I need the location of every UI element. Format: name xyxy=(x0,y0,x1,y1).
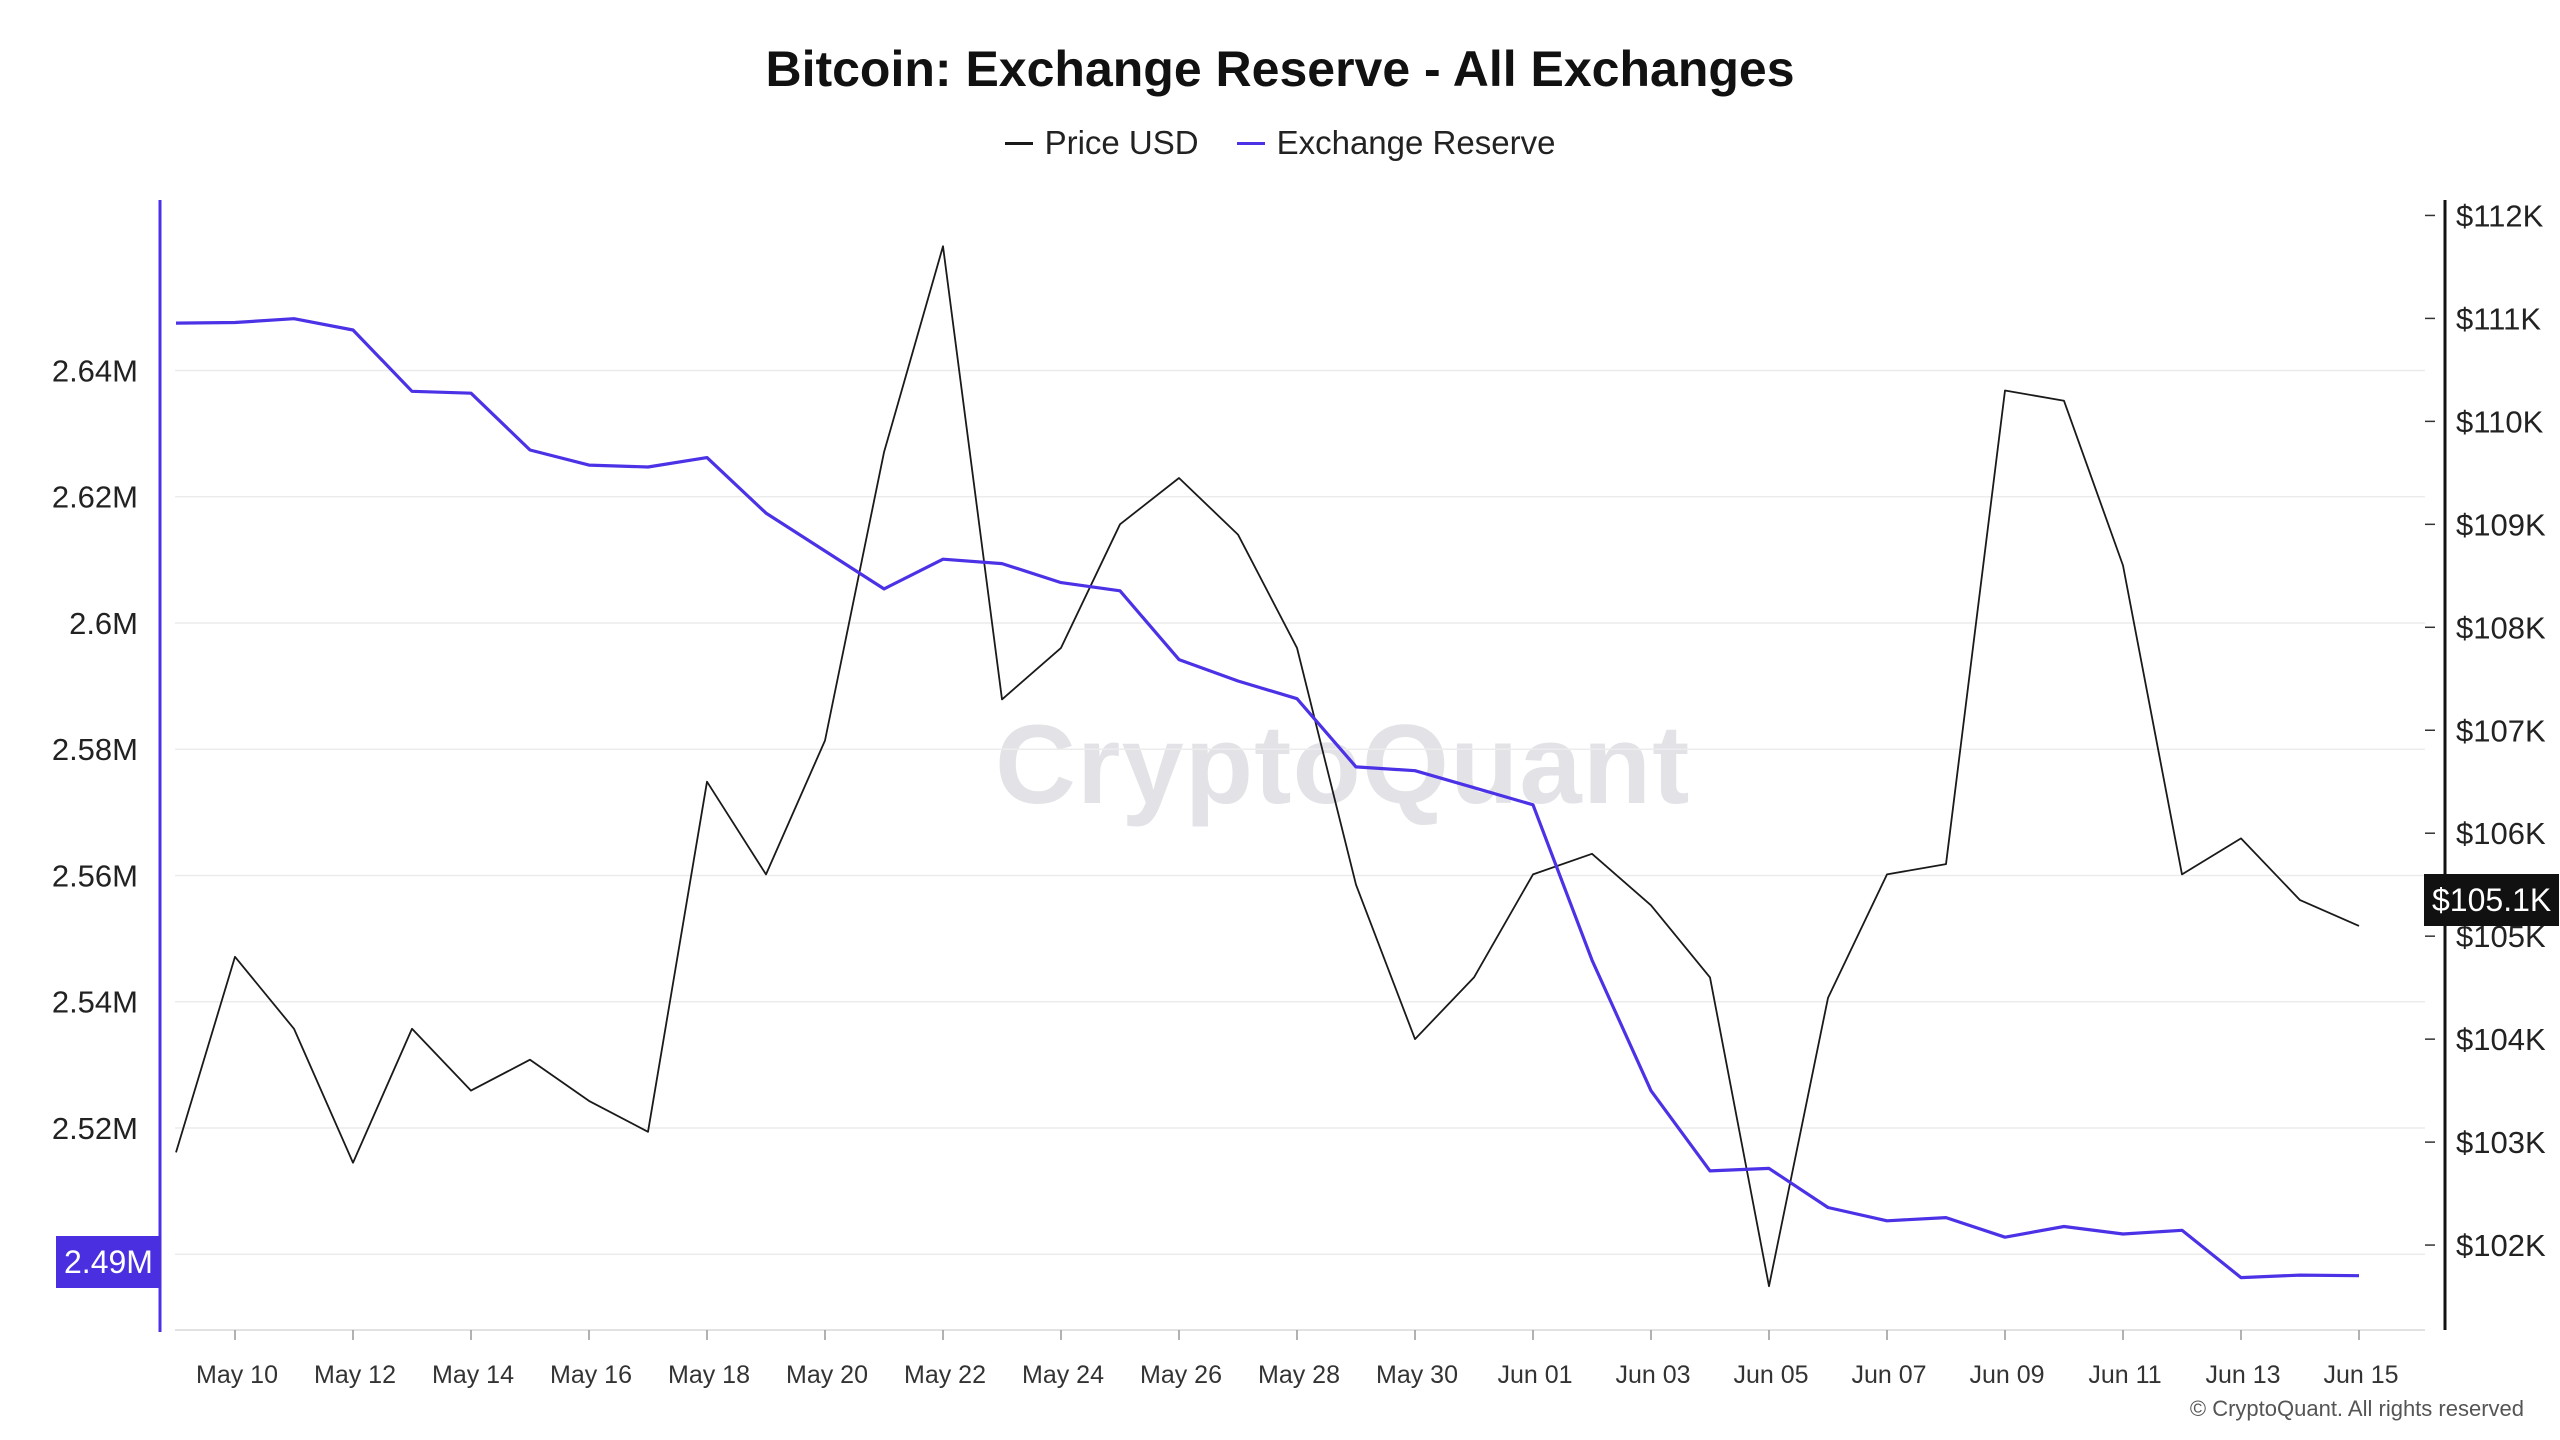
y-left-tick-label: 2.58M xyxy=(52,732,138,767)
x-tick-label: May 12 xyxy=(314,1361,396,1389)
x-tick-label: Jun 05 xyxy=(1733,1361,1808,1389)
legend-swatch-reserve xyxy=(1236,141,1265,145)
legend-item-reserve[interactable]: Exchange Reserve xyxy=(1236,124,1556,162)
copyright-notice: © CryptoQuant. All rights reserved xyxy=(2189,1396,2524,1421)
y-left-tick-label: 2.56M xyxy=(52,858,138,893)
chart-title: Bitcoin: Exchange Reserve - All Exchange… xyxy=(765,41,1795,97)
legend-swatch-price xyxy=(1004,141,1033,145)
x-tick-label: Jun 03 xyxy=(1615,1361,1690,1389)
x-tick-label: May 14 xyxy=(432,1361,514,1389)
y-right-tick-label: $103K xyxy=(2456,1125,2546,1160)
y-right-tick-label: $110K xyxy=(2456,404,2544,439)
x-tick-label: May 26 xyxy=(1140,1361,1222,1389)
y-right-tick-label: $104K xyxy=(2456,1022,2546,1057)
x-tick-label: Jun 15 xyxy=(2323,1361,2398,1389)
y-right-tick-label: $107K xyxy=(2456,713,2546,748)
exchange-reserve-line xyxy=(175,317,2360,1280)
y-left-tick-label: 2.6M xyxy=(69,606,138,641)
x-tick-label: May 18 xyxy=(668,1361,750,1389)
y-left-tick-label: 2.64M xyxy=(52,353,138,388)
y-right-tick-label: $106K xyxy=(2456,816,2546,851)
x-tick-label: Jun 01 xyxy=(1497,1361,1572,1389)
y-left-tick-label: 2.54M xyxy=(52,985,138,1020)
x-tick-label: May 20 xyxy=(786,1361,868,1389)
y-left-tick-label: 2.62M xyxy=(52,480,138,515)
x-tick-label: Jun 11 xyxy=(2088,1361,2161,1389)
x-tick-label: May 28 xyxy=(1258,1361,1340,1389)
last-value-badge-right: $105.1K xyxy=(2424,874,2560,926)
legend-item-price[interactable]: Price USD xyxy=(1004,124,1199,162)
last-value-badge-left: 2.49M xyxy=(56,1236,161,1288)
legend-label-reserve: Exchange Reserve xyxy=(1276,124,1556,161)
x-tick-label: May 10 xyxy=(196,1361,278,1389)
x-tick-label: May 22 xyxy=(904,1361,986,1389)
y-right-tick-label: $111K xyxy=(2456,301,2541,336)
y-right-tick-label: $108K xyxy=(2456,610,2546,645)
y-right-tick-label: $112K xyxy=(2456,198,2544,233)
y-left-tick-label: 2.52M xyxy=(52,1111,138,1146)
x-tick-label: Jun 07 xyxy=(1851,1361,1926,1389)
x-tick-label: Jun 09 xyxy=(1969,1361,2044,1389)
x-tick-label: May 30 xyxy=(1376,1361,1458,1389)
x-tick-label: May 24 xyxy=(1022,1361,1104,1389)
x-tick-label: May 16 xyxy=(550,1361,632,1389)
watermark: CryptoQuant xyxy=(995,702,1691,827)
chart-legend: Price USD Exchange Reserve xyxy=(0,124,2560,162)
x-tick-label: Jun 13 xyxy=(2205,1361,2280,1389)
y-right-tick-label: $102K xyxy=(2456,1228,2546,1263)
y-right-tick-label: $109K xyxy=(2456,507,2546,542)
price-usd-line xyxy=(175,245,2360,1288)
legend-label-price: Price USD xyxy=(1044,124,1199,161)
